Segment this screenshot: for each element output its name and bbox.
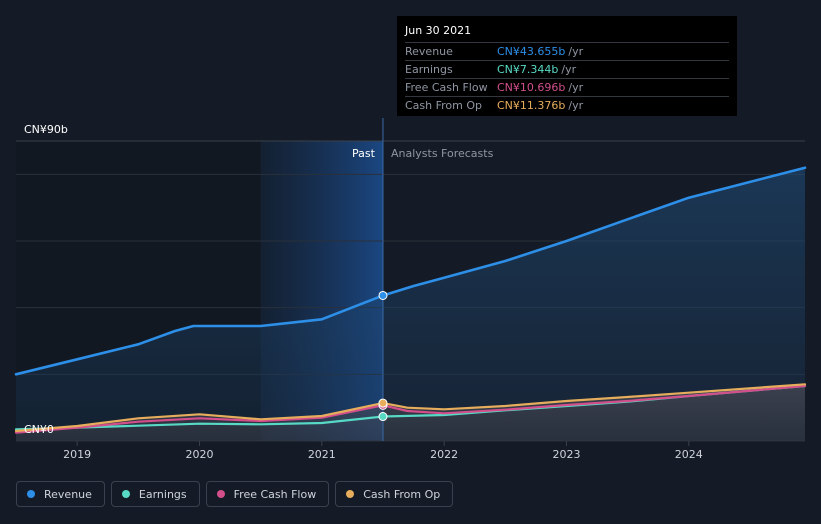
tooltip-row-free-cash-flow: Free Cash Flow CN¥10.696b /yr [405,78,729,96]
y-tick-label-min: CN¥0 [24,423,54,436]
tooltip-value: CN¥10.696b [497,81,566,94]
legend-item-revenue[interactable]: Revenue [16,481,105,507]
tooltip-label: Earnings [405,63,453,76]
past-label: Past [352,147,376,160]
tooltip-row-cash-from-op: Cash From Op CN¥11.376b /yr [405,96,729,114]
legend-label: Cash From Op [363,487,441,501]
tooltip-unit: /yr [568,99,584,112]
x-tick-label: 2024 [675,448,703,461]
earnings-marker [378,412,388,422]
y-tick-label-max: CN¥90b [24,123,68,136]
legend-dot-icon [121,490,130,498]
legend-label: Free Cash Flow [233,487,317,501]
tooltip-label: Cash From Op [405,99,483,112]
tooltip-label: Revenue [405,45,453,58]
tooltip-value: CN¥7.344b [497,63,559,76]
tooltip-value: CN¥43.655b [497,45,566,58]
legend-item-cash-from-op[interactable]: Cash From Op [335,481,454,507]
legend-dot-icon [346,490,355,498]
tooltip-label: Free Cash Flow [405,81,488,94]
legend-label: Revenue [44,487,92,501]
tooltip-unit: /yr [568,45,584,58]
tooltip-row-earnings: Earnings CN¥7.344b /yr [405,60,729,78]
legend: Revenue Earnings Free Cash Flow Cash Fro… [16,481,454,507]
forecast-label: Analysts Forecasts [391,147,494,160]
x-tick-label: 2019 [63,448,91,461]
revenue-line [14,166,807,376]
x-tick-label: 2020 [185,448,213,461]
chart: CN¥90b CN¥0 Past Analysts Forecasts 2019 2020… [14,118,807,461]
cash-from-op-marker [378,398,388,408]
x-tick-label: 2021 [308,448,336,461]
legend-item-earnings[interactable]: Earnings [110,481,200,507]
cash-from-op-line [14,383,807,433]
tooltip-value: CN¥11.376b [497,99,566,112]
free-cash-flow-line [14,384,807,434]
revenue-marker [378,290,388,300]
tooltip-row-revenue: Revenue CN¥43.655b /yr [405,42,729,60]
legend-dot-icon [27,490,35,498]
x-tick-label: 2023 [552,448,580,461]
tooltip-date: Jun 30 2021 [405,24,472,37]
legend-dot-icon [216,490,225,498]
x-tick-label: 2022 [430,448,458,461]
revenue-area [16,167,805,441]
legend-label: Earnings [138,487,187,501]
tooltip-unit: /yr [568,81,584,94]
tooltip-unit: /yr [561,63,577,76]
legend-item-free-cash-flow[interactable]: Free Cash Flow [205,481,330,507]
tooltip: Jun 30 2021 Revenue CN¥43.655b /yr Earni… [397,16,737,116]
